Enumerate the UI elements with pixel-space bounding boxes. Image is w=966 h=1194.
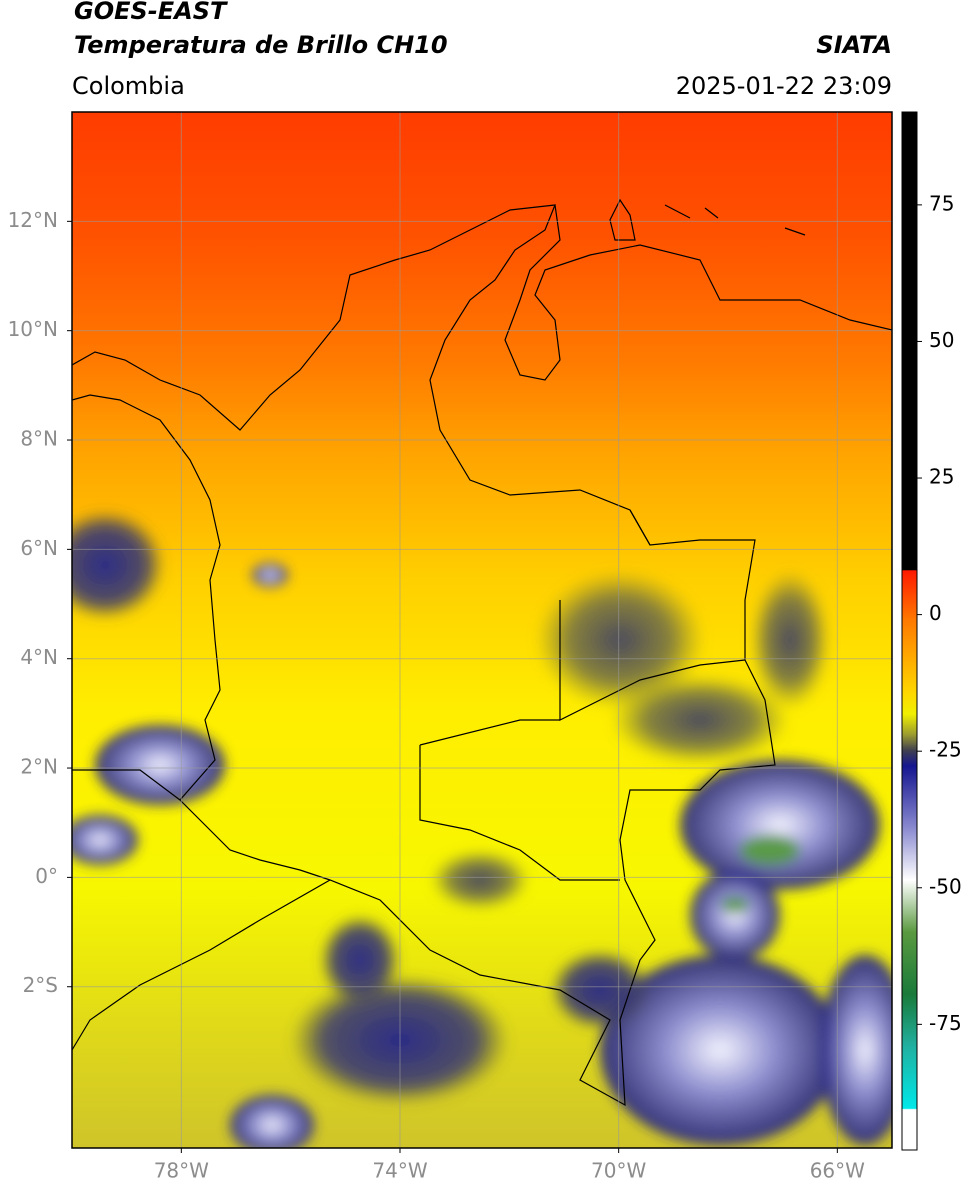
border [72, 769, 331, 1051]
cloud-patch [820, 955, 892, 1145]
region: Colombia [72, 72, 185, 100]
subtitle: Temperatura de Brillo CH10 [74, 31, 448, 59]
coastline [609, 198, 806, 241]
cloud-patch [72, 510, 165, 620]
cloud-patch [610, 675, 790, 765]
timestamp: 2025-01-22 23:09 [676, 72, 892, 100]
y-tick-label: 6°N [20, 536, 58, 560]
colorbar-tick-label: -75 [929, 1011, 962, 1035]
border [72, 204, 776, 1107]
cloud-patch [430, 850, 530, 910]
cloud-patch [230, 1095, 314, 1148]
cloud-patch [320, 915, 400, 1005]
x-tick-label: 78°W [154, 1159, 209, 1183]
source: SIATA [816, 31, 892, 59]
cold-core [740, 835, 800, 865]
cloud-patch [680, 760, 880, 890]
y-tick-label: 0° [35, 864, 58, 888]
x-tick-label: 66°W [810, 1159, 865, 1183]
coastline [504, 204, 892, 381]
y-tick-label: 12°N [8, 208, 58, 232]
map-frame [71, 111, 893, 1149]
colorbar [901, 111, 918, 1151]
cloud-patch [600, 955, 840, 1145]
cloud-patch [690, 870, 780, 960]
cloud-patch [750, 570, 830, 710]
cold-core [721, 897, 749, 913]
cloud-patch [550, 950, 650, 1030]
x-tick-label: 74°W [372, 1159, 427, 1183]
borders [72, 198, 892, 1107]
colorbar-tick-label: 0 [929, 601, 942, 625]
colorbar-tick-label: 50 [929, 328, 954, 352]
title: GOES-EAST [74, 0, 228, 25]
colorbar-tick-label: 75 [929, 191, 954, 215]
x-tick-label: 70°W [591, 1159, 646, 1183]
colorbar-tick-label: -50 [929, 874, 962, 898]
cloud-patch [95, 725, 225, 805]
cloud-patch [72, 815, 138, 865]
clouds [72, 510, 892, 1148]
map-imagery [72, 112, 892, 1148]
y-tick-label: 8°N [20, 427, 58, 451]
graticule [67, 112, 892, 1153]
cloud-patch [535, 570, 705, 710]
border [419, 509, 746, 881]
colorbar-tick-label: 25 [929, 465, 954, 489]
y-tick-label: 10°N [8, 317, 58, 341]
y-tick-label: 2°N [20, 755, 58, 779]
y-tick-label: 2°S [23, 973, 58, 997]
y-tick-label: 4°N [20, 645, 58, 669]
cloud-patch [252, 563, 288, 587]
colorbar-tick-label: -25 [929, 738, 962, 762]
